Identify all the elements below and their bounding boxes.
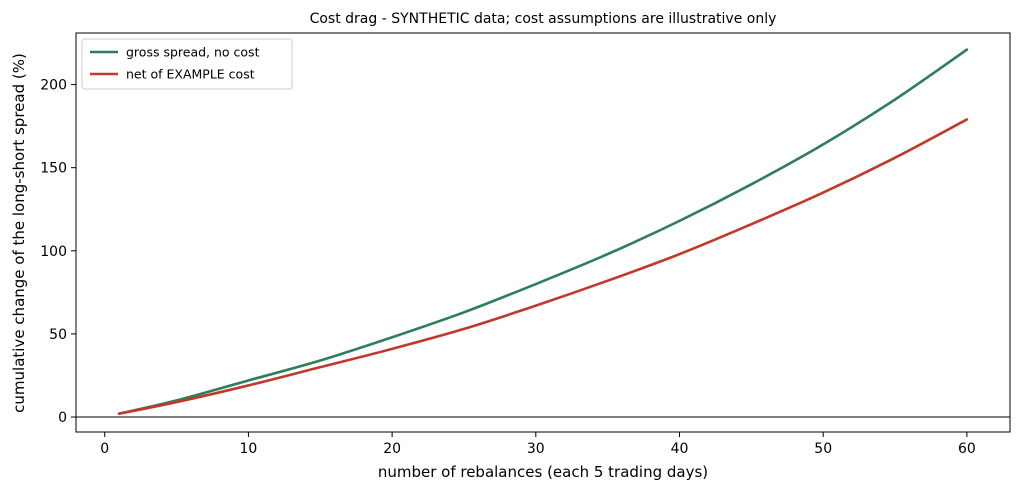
x-tick-label: 60 [958,441,976,457]
y-tick-label: 50 [49,327,67,343]
x-tick-label: 10 [240,441,258,457]
x-tick-label: 50 [814,441,832,457]
legend-label-2: net of EXAMPLE cost [126,67,255,82]
y-tick-label: 100 [40,244,67,260]
x-axis-label: number of rebalances (each 5 trading day… [378,463,708,481]
series-line-1 [117,48,969,416]
chart-title: Cost drag - SYNTHETIC data; cost assumpt… [310,11,777,27]
y-tick-label: 200 [40,78,67,94]
plot-area [76,48,1010,418]
y-tick-label: 150 [40,161,67,177]
x-tick-label: 40 [671,441,689,457]
legend: gross spread, no cost net of EXAMPLE cost [81,38,293,90]
y-axis: 0 50 100 150 200 [40,78,76,426]
x-tick-label: 20 [383,441,401,457]
y-axis-label: cumulative change of the long-short spre… [10,53,28,413]
legend-label-1: gross spread, no cost [126,45,260,60]
x-axis: 0 10 20 30 40 50 60 [100,432,976,457]
legend-box [81,38,293,90]
x-tick-label: 30 [527,441,545,457]
y-tick-label: 0 [58,410,67,426]
x-tick-label: 0 [100,441,109,457]
series-line-2 [117,118,969,416]
plot-frame [75,32,1011,433]
